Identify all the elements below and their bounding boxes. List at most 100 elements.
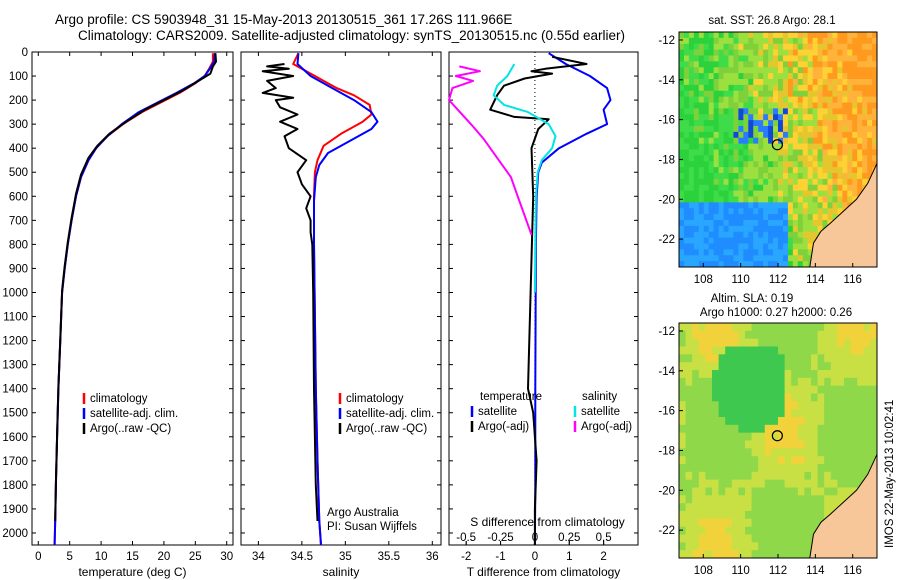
map-cell <box>712 471 719 481</box>
map-cell <box>748 261 754 268</box>
map-cell <box>872 126 878 133</box>
map-cell <box>733 108 739 115</box>
map-cell <box>830 330 838 340</box>
map-cell <box>723 173 729 180</box>
map-cell <box>797 542 805 551</box>
map-cell <box>807 214 814 221</box>
map-cell <box>837 32 843 39</box>
map-cell <box>731 432 739 441</box>
map-cell <box>782 190 789 197</box>
map-cell <box>718 338 726 347</box>
map-cell <box>764 385 772 394</box>
map-cell <box>857 37 863 45</box>
map-cell <box>812 96 818 103</box>
map-cell <box>867 155 873 162</box>
map-cell <box>832 208 838 215</box>
map-cell <box>758 440 766 449</box>
map-cell <box>733 90 739 98</box>
map-cell <box>773 90 779 98</box>
map-cell <box>857 84 863 92</box>
map-cell <box>817 202 823 209</box>
map-cell <box>705 401 713 410</box>
map-cell <box>692 385 700 394</box>
map-cell <box>679 377 686 387</box>
map-cell <box>751 487 759 496</box>
lat-tick-label: -12 <box>658 35 675 47</box>
map-cell <box>827 196 833 203</box>
map-cell <box>728 184 734 192</box>
map-cell <box>738 49 744 56</box>
map-cell <box>698 495 706 504</box>
map-cell <box>791 518 799 528</box>
map-cell <box>852 49 858 56</box>
map-cell <box>745 511 752 520</box>
map-cell <box>870 354 878 363</box>
map-cell <box>712 338 719 347</box>
map-cell <box>725 338 733 347</box>
depth-tick-label: 700 <box>9 215 28 227</box>
map-cell <box>842 126 848 133</box>
map-cell <box>867 161 873 168</box>
map-cell <box>748 178 754 186</box>
map-cell <box>811 401 818 410</box>
map-cell <box>792 73 799 80</box>
map-cell <box>817 84 823 92</box>
map-cell <box>745 464 752 473</box>
map-cell <box>802 243 809 250</box>
map-cell <box>723 43 729 51</box>
map-cell <box>763 114 769 121</box>
map-cell <box>773 173 779 180</box>
map-cell <box>758 190 764 197</box>
map-cell <box>824 417 832 426</box>
map-cell <box>773 143 779 150</box>
map-cell <box>842 90 848 98</box>
sst-map-title: sat. SST: 26.8 Argo: 28.1 <box>708 15 835 27</box>
map-cell <box>688 261 695 268</box>
map-cell <box>792 37 799 45</box>
map-cell <box>787 243 794 250</box>
map-cell <box>688 67 695 74</box>
map-cell <box>768 231 774 239</box>
map-cell <box>797 377 805 387</box>
map-cell <box>857 456 865 465</box>
map-cell <box>703 196 710 203</box>
map-cell <box>733 190 739 197</box>
map-cell <box>857 471 865 481</box>
map-cell <box>743 178 749 186</box>
map-cell <box>822 49 828 56</box>
map-cell <box>802 43 809 51</box>
map-cell <box>773 114 779 121</box>
map-cell <box>778 401 785 410</box>
map-cell <box>778 440 785 449</box>
map-cell <box>857 137 863 145</box>
map-cell <box>812 208 818 215</box>
map-cell <box>728 67 734 74</box>
map-cell <box>802 114 809 121</box>
map-cell <box>817 393 825 402</box>
map-cell <box>748 202 754 209</box>
map-cell <box>683 37 690 45</box>
map-cell <box>718 32 724 39</box>
map-cell <box>824 362 832 371</box>
map-cell <box>771 432 779 441</box>
map-cell <box>728 225 734 233</box>
map-cell <box>832 114 838 121</box>
temperature-xlabel: temperature (deg C) <box>78 565 186 579</box>
map-cell <box>763 61 769 68</box>
map-cell <box>812 55 818 62</box>
map-cell <box>733 225 739 233</box>
map-cell <box>731 487 739 496</box>
map-cell <box>817 161 823 168</box>
map-cell <box>725 377 733 387</box>
map-cell <box>731 354 739 363</box>
map-cell <box>817 432 825 441</box>
map-cell <box>688 131 695 139</box>
map-cell <box>698 440 706 449</box>
map-cell <box>768 190 774 197</box>
map-cell <box>763 67 769 74</box>
map-cell <box>679 503 686 512</box>
map-cell <box>718 330 726 340</box>
x-tick-label: -2 <box>461 551 471 563</box>
map-cell <box>792 90 799 98</box>
map-cell <box>751 377 759 387</box>
